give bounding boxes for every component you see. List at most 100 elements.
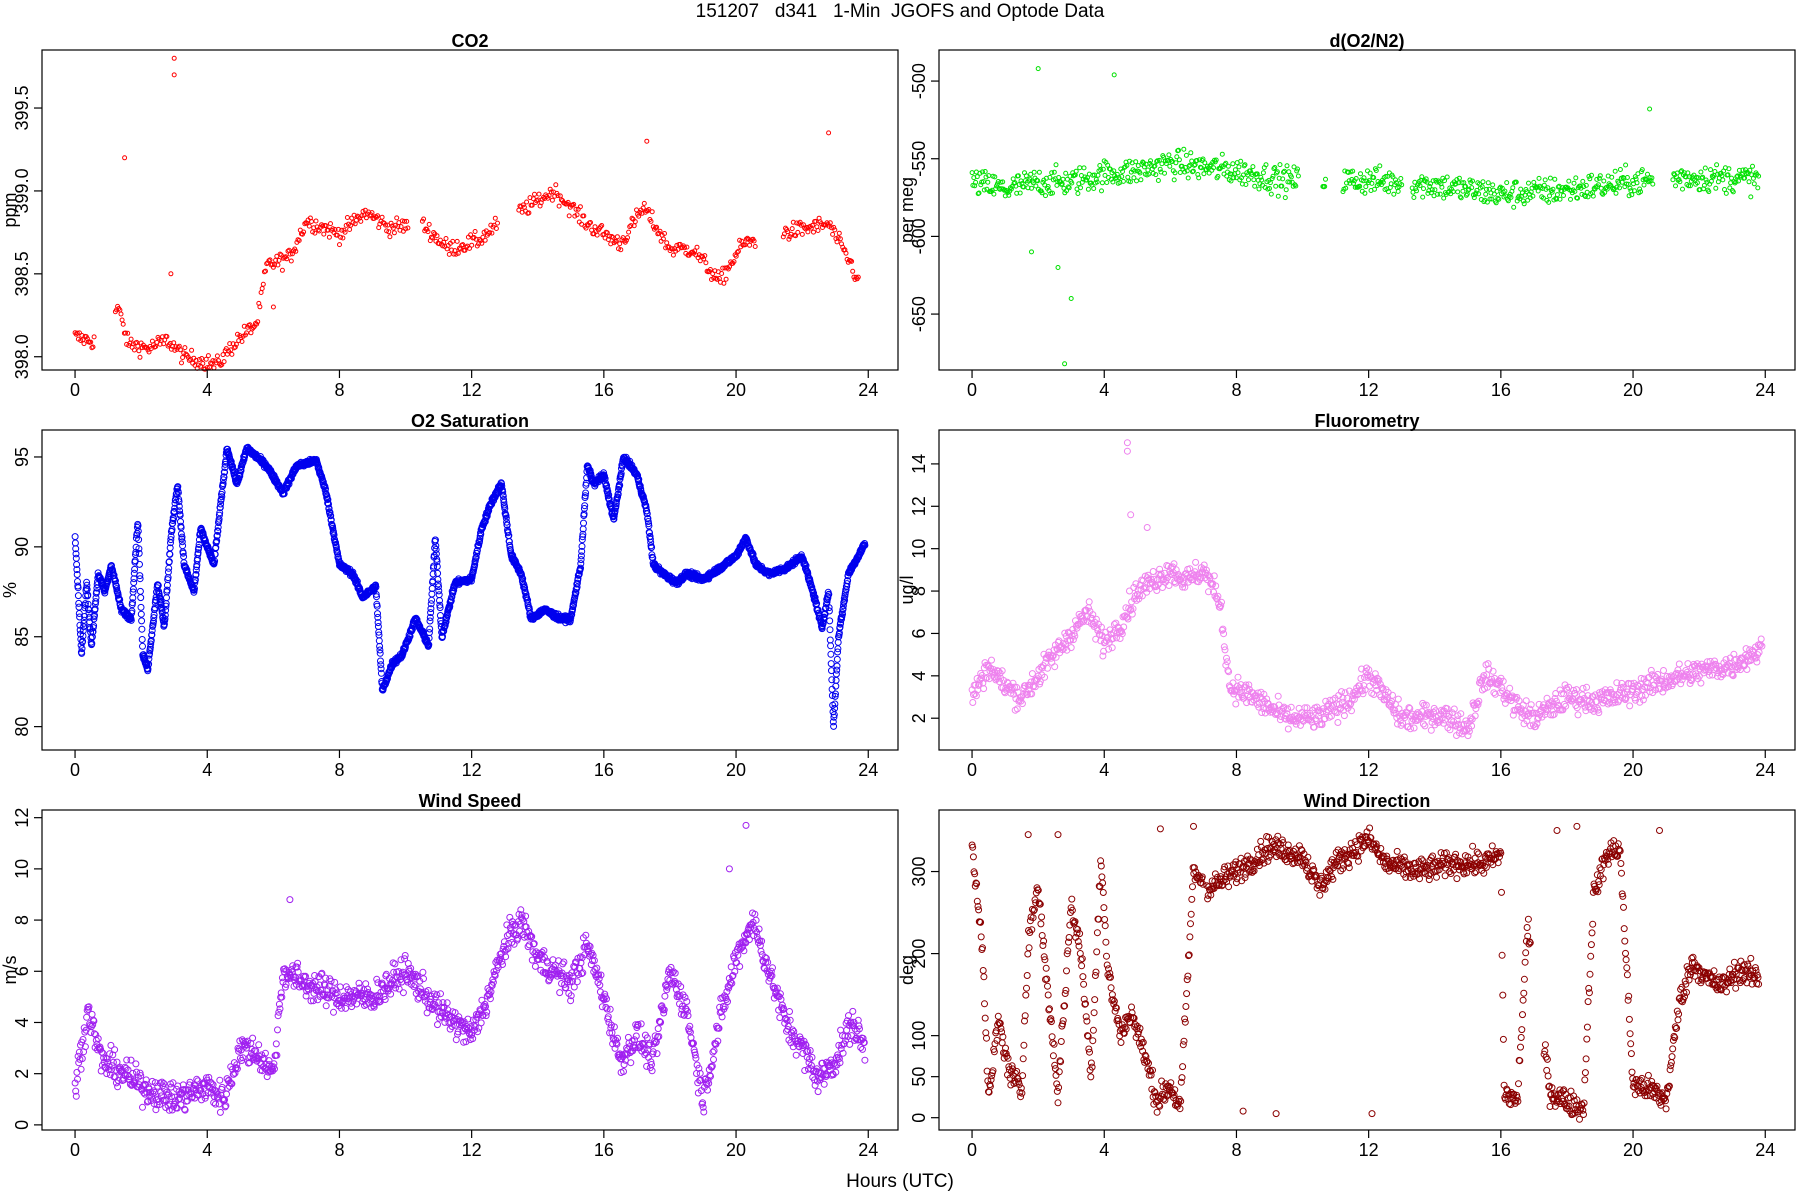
data-point [1137,170,1143,176]
data-point [260,281,266,287]
data-point [1441,195,1447,201]
data-point [793,233,799,239]
data-point [1084,177,1090,183]
data-point [337,242,342,248]
data-point [625,235,630,241]
data-point [547,186,553,192]
data-point [594,232,600,238]
data-point [375,637,383,645]
data-point [747,242,753,248]
data-point [613,238,619,244]
data-point [1581,184,1587,190]
data-point [454,238,460,244]
data-point [574,212,580,218]
data-point [274,253,280,259]
data-point [592,224,598,230]
data-point [1251,177,1257,183]
data-point [1601,178,1607,184]
data-point [83,581,91,589]
data-point [1487,196,1493,202]
data-point [217,495,225,503]
data-point [171,72,177,78]
data-point [227,341,233,347]
data-point [1493,200,1499,206]
data-point [1580,178,1586,184]
data-point [627,224,633,230]
data-point [1597,173,1603,179]
data-point [1015,173,1021,179]
data-point [120,321,126,327]
data-point [1099,180,1105,186]
y-axis-label: per meg [897,177,917,243]
data-point [491,222,497,228]
data-point [71,533,79,541]
data-point [1647,106,1653,112]
data-point [139,345,145,351]
data-point [1154,159,1160,164]
data-point [138,617,146,625]
data-point [548,189,554,195]
data-point [830,231,836,237]
data-point [1230,161,1236,167]
data-point [1013,705,1021,713]
data-point [376,649,384,657]
data-point [1073,168,1079,174]
data-point [1295,166,1300,172]
data-point [476,241,481,247]
data-point [546,193,552,199]
data-point [377,669,385,677]
data-point [88,640,96,648]
data-point [1291,164,1297,170]
data-point [394,215,400,221]
data-point [1545,185,1551,191]
data-point [372,590,380,598]
data-point [145,660,153,668]
y-axis-label: % [0,582,20,598]
data-point [1039,190,1045,196]
data-point [179,542,187,550]
data-point [1078,185,1083,191]
data-point [138,636,146,643]
x-tick-label: 4 [1099,380,1109,400]
data-point [577,204,583,210]
data-point [1152,163,1158,169]
data-point [1645,171,1650,177]
data-point [122,155,128,161]
data-point [657,228,663,234]
panel-title: CO2 [451,31,488,51]
data-point [289,251,295,257]
data-point [1547,175,1553,181]
data-point [752,244,758,249]
plot-frame [938,49,1796,371]
data-point [217,500,225,508]
data-point [1582,194,1588,199]
data-point [161,615,169,623]
data-point [269,261,275,267]
data-point [1028,670,1036,678]
data-point [1059,181,1065,187]
data-point [141,655,149,663]
x-tick-label: 24 [1755,380,1775,400]
data-point [309,219,314,224]
data-point [536,191,542,197]
data-point [426,625,434,633]
data-point [1579,684,1587,692]
y-tick-label: -500 [909,63,929,99]
data-point [178,538,186,546]
data-point [553,182,559,188]
data-point [1263,162,1269,168]
data-point [129,585,137,593]
data-point [353,217,359,223]
data-point [1176,147,1181,153]
data-point [1702,165,1708,171]
data-point [1604,186,1610,192]
data-point [267,257,273,263]
data-point [1480,179,1486,185]
data-point [1579,191,1585,197]
data-point [340,235,346,241]
data-point [1288,174,1294,180]
data-point [1428,181,1433,187]
data-point [446,251,452,257]
data-point [1632,174,1638,180]
data-point [1184,168,1190,174]
